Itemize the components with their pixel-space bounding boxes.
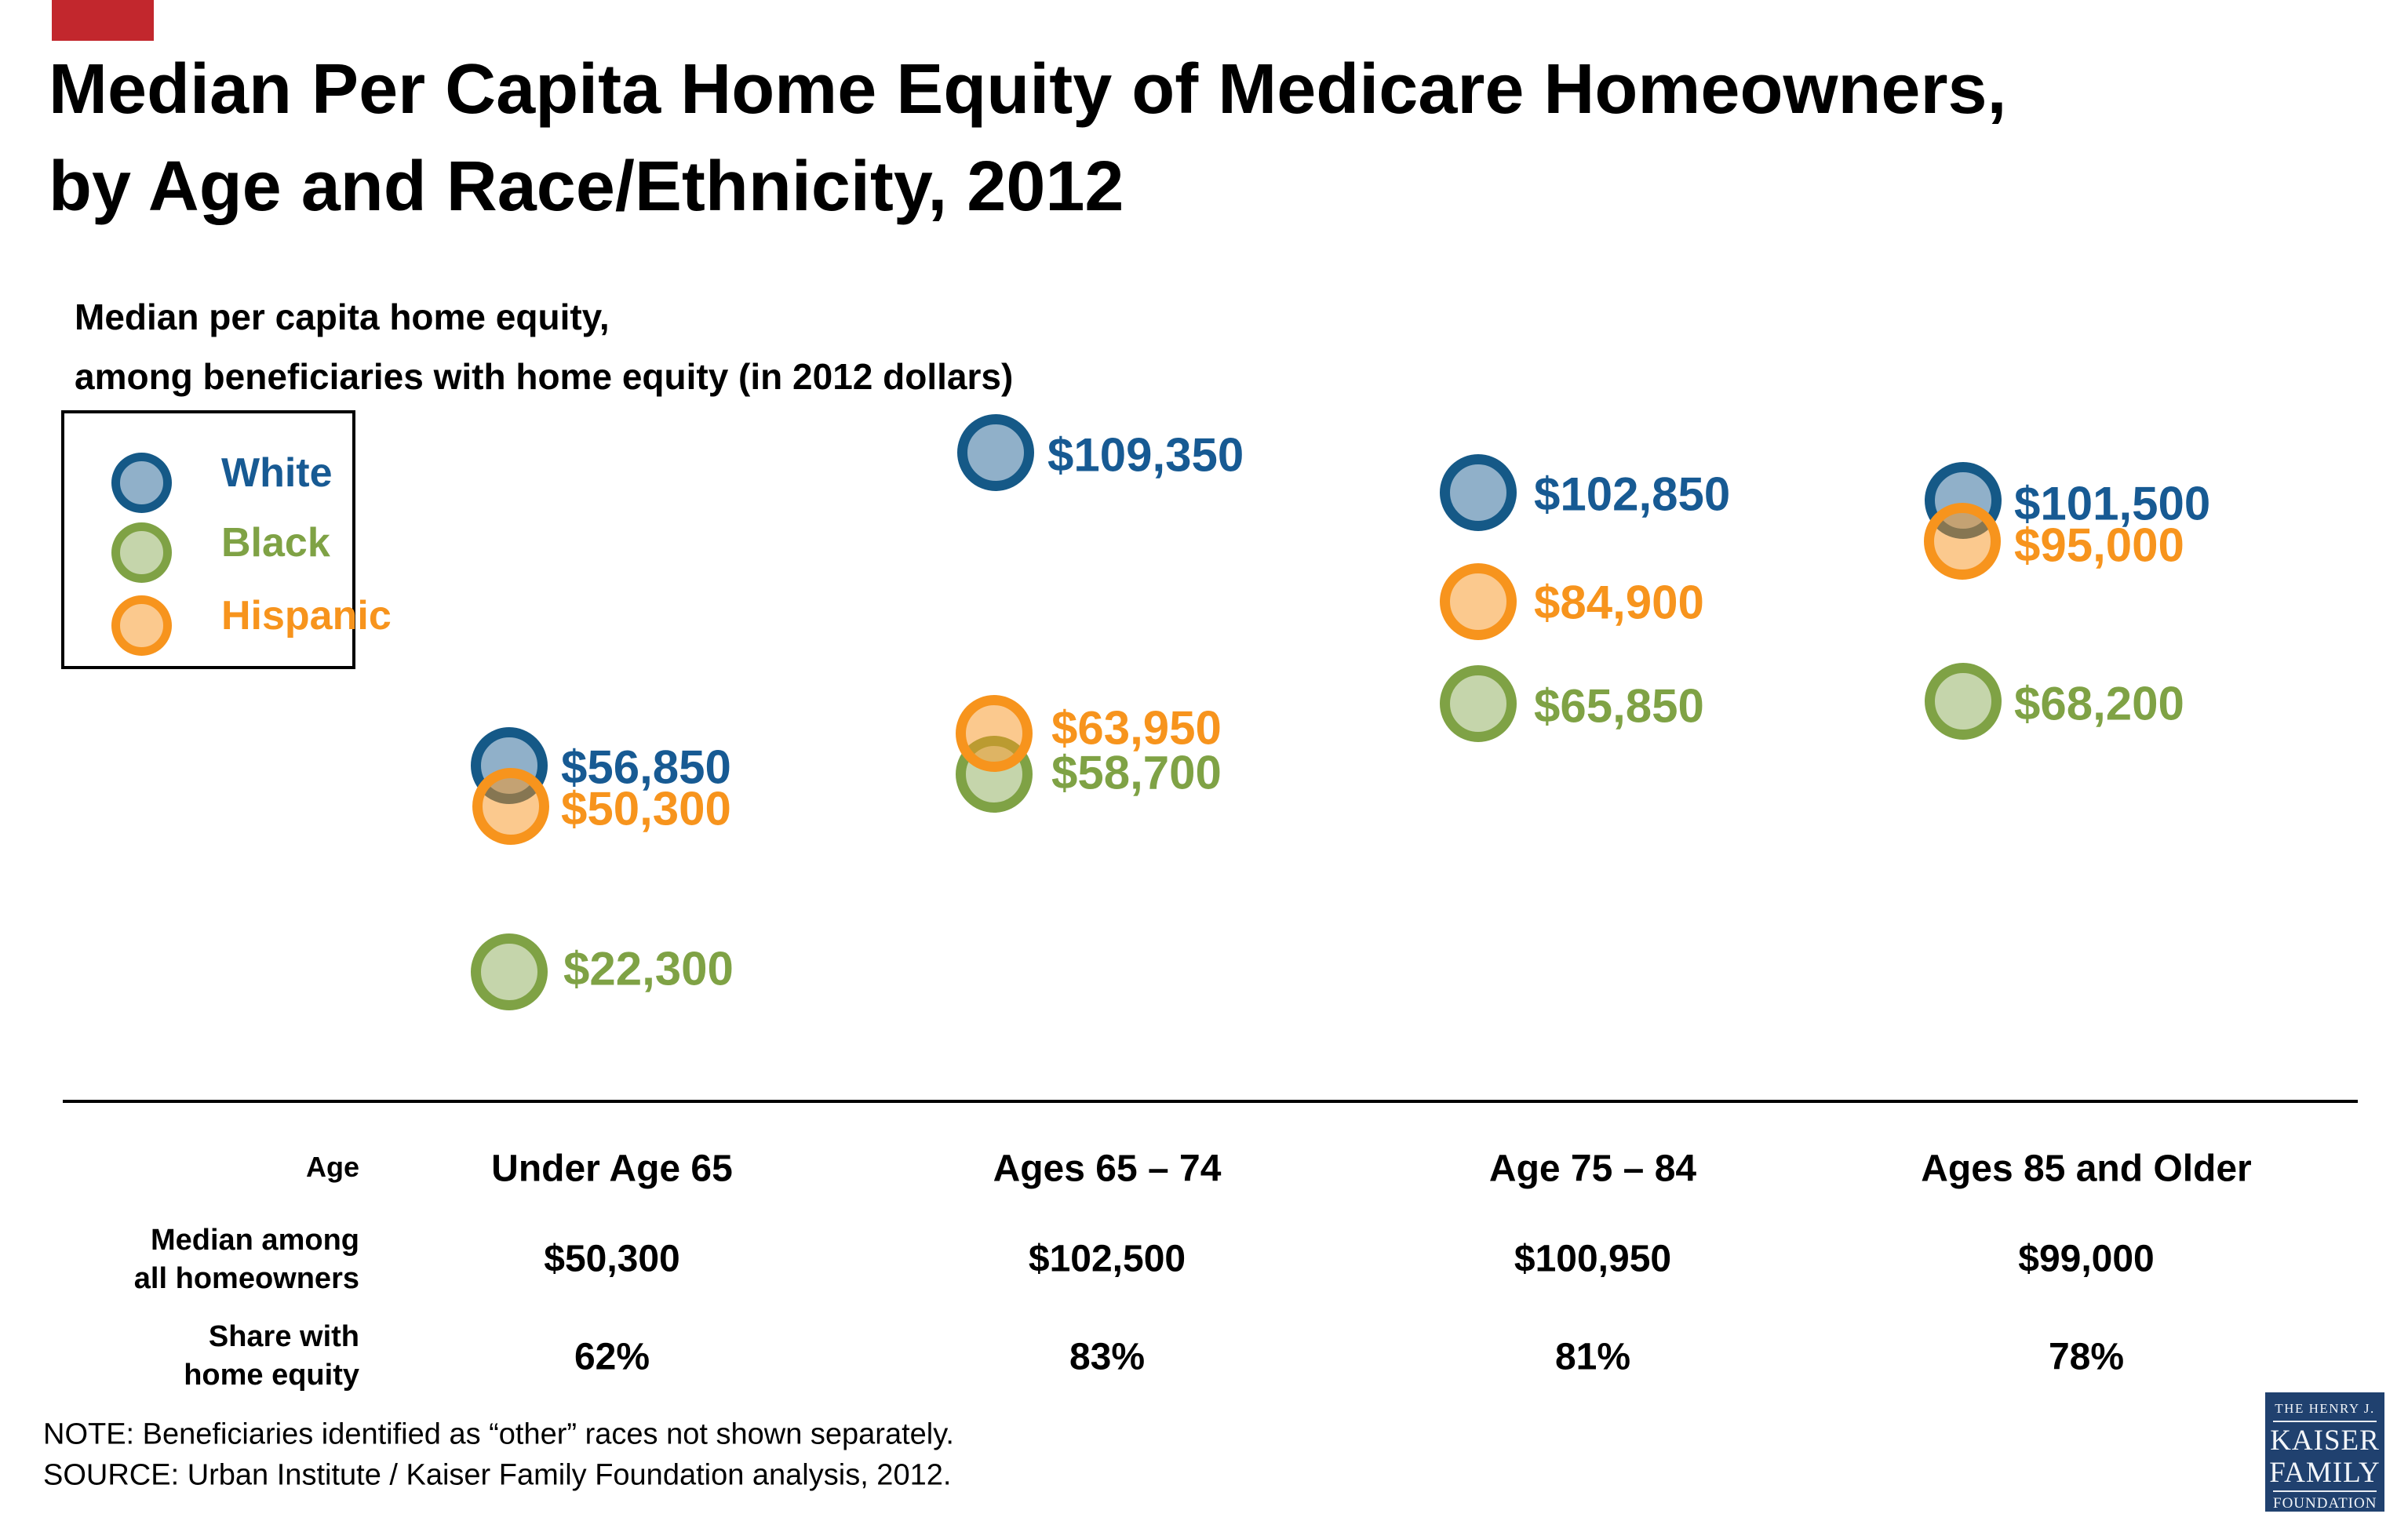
kff-foundation-logo: THE HENRY J. KAISER FAMILY FOUNDATION xyxy=(2265,1392,2384,1512)
col-header-75-84: Age 75 – 84 xyxy=(1488,1148,1697,1190)
col-header-65-74: Ages 65 – 74 xyxy=(993,1148,1222,1190)
share-65-74: 83% xyxy=(1069,1336,1146,1378)
note-text: NOTE: Beneficiaries identified as “other… xyxy=(43,1417,954,1451)
legend-black-dot-icon xyxy=(111,522,172,583)
table-divider-line xyxy=(63,1100,2358,1103)
col-header-under65: Under Age 65 xyxy=(491,1148,733,1190)
chart-subtitle: Median per capita home equity, among ben… xyxy=(75,287,1013,406)
legend-item-white: White xyxy=(221,450,333,496)
share-75-84: 81% xyxy=(1554,1336,1631,1378)
legend-white-dot-icon xyxy=(111,453,172,513)
label-hispanic-65-74: $63,950 xyxy=(1051,701,1222,755)
label-white-65-74: $109,350 xyxy=(1047,428,1244,482)
legend-item-hispanic: Hispanic xyxy=(221,593,392,639)
logo-foundation-text: FOUNDATION xyxy=(2273,1490,2377,1512)
median-75-84: $100,950 xyxy=(1514,1238,1672,1280)
point-white-65-74 xyxy=(957,414,1034,491)
label-hispanic-under65: $50,300 xyxy=(561,782,731,835)
label-black-65-74: $58,700 xyxy=(1051,746,1222,799)
point-black-under65 xyxy=(471,933,548,1010)
point-black-75-84 xyxy=(1440,665,1517,742)
point-hispanic-under65 xyxy=(472,768,549,845)
subtitle-line-1: Median per capita home equity, xyxy=(75,297,610,337)
legend-item-black: Black xyxy=(221,520,330,566)
subtitle-line-2: among beneficiaries with home equity (in… xyxy=(75,356,1014,397)
logo-kaiser-text: KAISER xyxy=(2270,1425,2380,1457)
title-line-1: Median Per Capita Home Equity of Medicar… xyxy=(49,50,2007,129)
point-white-75-84 xyxy=(1440,454,1517,531)
title-line-2: by Age and Race/Ethnicity, 2012 xyxy=(49,147,1124,226)
logo-henry-j-text: THE HENRY J. xyxy=(2273,1401,2377,1422)
row-label-median: Median among all homeowners xyxy=(133,1224,359,1295)
point-hispanic-75-84 xyxy=(1440,563,1517,640)
median-under65: $50,300 xyxy=(544,1238,680,1280)
label-black-75-84: $65,850 xyxy=(1534,679,1704,733)
point-hispanic-65-74 xyxy=(956,695,1033,772)
share-under65: 62% xyxy=(574,1336,650,1378)
source-text: SOURCE: Urban Institute / Kaiser Family … xyxy=(43,1458,952,1492)
point-black-85plus xyxy=(1925,663,2002,740)
row-label-share: Share with home equity xyxy=(184,1320,359,1392)
point-hispanic-85plus xyxy=(1924,503,2001,580)
row-label-age: Age xyxy=(305,1151,359,1183)
col-header-85plus: Ages 85 and Older xyxy=(1921,1148,2252,1190)
median-65-74: $102,500 xyxy=(1028,1238,1186,1280)
label-hispanic-75-84: $84,900 xyxy=(1534,576,1704,629)
logo-family-text: FAMILY xyxy=(2269,1457,2381,1489)
label-white-under65: $56,850 xyxy=(561,741,731,794)
share-85plus: 78% xyxy=(2048,1336,2125,1378)
red-accent-bar xyxy=(52,0,154,41)
legend-hispanic-dot-icon xyxy=(111,595,172,656)
label-white-85plus: $101,500 xyxy=(2014,477,2211,530)
page-title: Median Per Capita Home Equity of Medicar… xyxy=(49,41,2007,235)
label-black-85plus: $68,200 xyxy=(2014,677,2184,730)
legend-box: White Black Hispanic xyxy=(61,410,392,669)
label-hispanic-85plus: $95,000 xyxy=(2014,519,2184,572)
median-85plus: $99,000 xyxy=(2018,1238,2155,1280)
label-white-75-84: $102,850 xyxy=(1534,468,1731,521)
label-black-under65: $22,300 xyxy=(563,942,734,995)
